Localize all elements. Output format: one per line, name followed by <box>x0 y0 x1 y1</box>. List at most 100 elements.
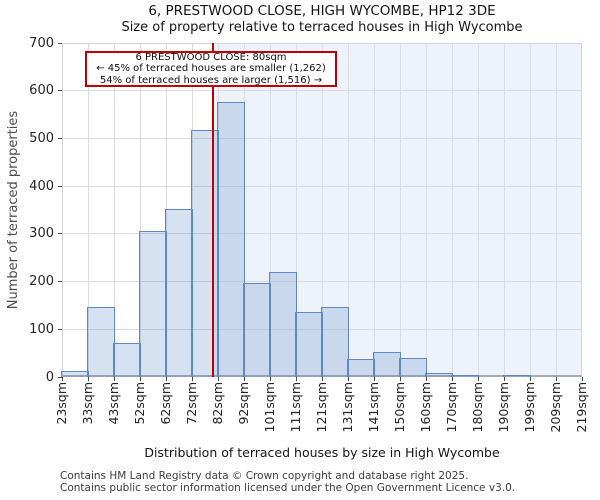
x-axis-tick-mark <box>399 377 401 381</box>
y-axis-tick-mark <box>58 376 62 378</box>
x-axis-tick-mark <box>165 377 167 381</box>
gridline-vertical <box>139 43 141 377</box>
y-axis-tick-mark <box>58 328 62 330</box>
x-axis-tick-mark <box>269 377 271 381</box>
property-annotation-box: 6 PRESTWOOD CLOSE: 80sqm ← 45% of terrac… <box>85 51 337 87</box>
gridline-vertical <box>503 43 505 377</box>
histogram-bar <box>451 374 479 377</box>
x-axis-tick-label: 170sqm <box>444 382 459 433</box>
histogram-bar <box>61 371 89 377</box>
x-axis-tick-label: 121sqm <box>314 382 329 433</box>
histogram-bar <box>269 272 297 377</box>
histogram-bar <box>373 351 401 377</box>
histogram-bar <box>87 306 115 377</box>
larger-than-property-shaded-region <box>212 43 582 377</box>
attribution-footer: Contains HM Land Registry data © Crown c… <box>60 470 516 494</box>
y-axis-tick-label: 400 <box>29 178 54 194</box>
histogram-bar <box>217 101 245 377</box>
y-axis-tick-mark <box>58 185 62 187</box>
x-axis-tick-mark <box>347 377 349 381</box>
histogram-bar <box>321 306 349 377</box>
y-axis-tick-label: 700 <box>29 35 54 51</box>
annotation-line-3: 54% of terraced houses are larger (1,516… <box>99 74 323 86</box>
x-axis-title: Distribution of terraced houses by size … <box>144 445 500 460</box>
gridline-vertical <box>347 43 349 377</box>
y-axis-tick-label: 100 <box>29 321 54 337</box>
x-axis-tick-label: 72sqm <box>184 382 199 425</box>
x-axis-tick-label: 43sqm <box>106 382 121 425</box>
y-axis-tick-mark <box>58 281 62 283</box>
gridline-vertical <box>87 43 89 377</box>
x-axis-tick-label: 131sqm <box>340 382 355 433</box>
x-axis-tick-label: 52sqm <box>132 382 147 425</box>
histogram-bar <box>295 311 323 377</box>
x-axis-tick-mark <box>425 377 427 381</box>
gridline-vertical <box>321 43 323 377</box>
y-axis-tick-label: 600 <box>29 83 54 99</box>
x-axis-tick-mark <box>555 377 557 381</box>
footer-line-1: Contains HM Land Registry data © Crown c… <box>60 470 469 482</box>
gridline-vertical <box>451 43 453 377</box>
annotation-line-1: 6 PRESTWOOD CLOSE: 80sqm <box>135 52 287 64</box>
x-axis-tick-mark <box>477 377 479 381</box>
histogram-bar <box>425 373 453 377</box>
gridline-vertical <box>373 43 375 377</box>
x-axis-tick-label: 23sqm <box>54 382 69 425</box>
chart-subtitle: Size of property relative to terraced ho… <box>121 20 523 35</box>
x-axis-tick-mark <box>451 377 453 381</box>
y-axis-tick-mark <box>58 90 62 92</box>
gridline-vertical <box>555 43 557 377</box>
x-axis-tick-mark <box>191 377 193 381</box>
histogram-bar <box>399 357 427 377</box>
y-axis-tick-label: 0 <box>45 369 54 385</box>
x-axis-tick-mark <box>373 377 375 381</box>
x-axis-tick-label: 199sqm <box>522 382 537 433</box>
gridline-vertical <box>399 43 401 377</box>
x-axis-tick-label: 62sqm <box>158 382 173 425</box>
x-axis-tick-mark <box>581 377 583 381</box>
x-axis-tick-label: 219sqm <box>574 382 589 433</box>
x-axis-tick-mark <box>529 377 531 381</box>
gridline-vertical <box>529 43 531 377</box>
x-axis-tick-label: 190sqm <box>496 382 511 433</box>
histogram-bar <box>165 208 193 377</box>
histogram-bar <box>347 358 375 377</box>
histogram-bar <box>113 343 141 377</box>
x-axis-tick-mark <box>321 377 323 381</box>
x-axis-tick-label: 209sqm <box>548 382 563 433</box>
y-axis-tick-mark <box>58 137 62 139</box>
x-axis-tick-label: 150sqm <box>392 382 407 433</box>
histogram-bar <box>191 129 219 377</box>
x-axis-tick-label: 92sqm <box>236 382 251 425</box>
gridline-vertical <box>477 43 479 377</box>
x-axis-tick-mark <box>243 377 245 381</box>
gridline-vertical <box>295 43 297 377</box>
gridline-vertical <box>425 43 427 377</box>
x-axis-tick-label: 160sqm <box>418 382 433 433</box>
gridline-vertical <box>269 43 271 377</box>
property-size-marker-line <box>211 43 214 377</box>
x-axis-tick-label: 101sqm <box>262 382 277 433</box>
x-axis-tick-mark <box>139 377 141 381</box>
y-axis-tick-label: 500 <box>29 130 54 146</box>
annotation-line-2: ← 45% of terraced houses are smaller (1,… <box>96 63 326 75</box>
x-axis-tick-label: 111sqm <box>288 382 303 433</box>
x-axis-tick-label: 33sqm <box>80 382 95 425</box>
y-axis-tick-mark <box>58 42 62 44</box>
x-axis-tick-label: 141sqm <box>366 382 381 433</box>
x-axis-tick-mark <box>113 377 115 381</box>
x-axis-tick-mark <box>87 377 89 381</box>
x-axis-tick-mark <box>503 377 505 381</box>
x-axis-tick-label: 180sqm <box>470 382 485 433</box>
histogram-bar <box>139 231 167 377</box>
y-axis-title: Number of terraced properties <box>6 110 21 310</box>
x-axis-tick-mark <box>295 377 297 381</box>
y-axis-tick-mark <box>58 233 62 235</box>
x-axis-tick-label: 82sqm <box>210 382 225 425</box>
gridline-vertical <box>113 43 115 377</box>
x-axis-tick-mark <box>217 377 219 381</box>
y-axis-tick-label: 300 <box>29 226 54 242</box>
footer-line-2: Contains public sector information licen… <box>60 481 516 494</box>
y-axis-tick-label: 200 <box>29 274 54 290</box>
